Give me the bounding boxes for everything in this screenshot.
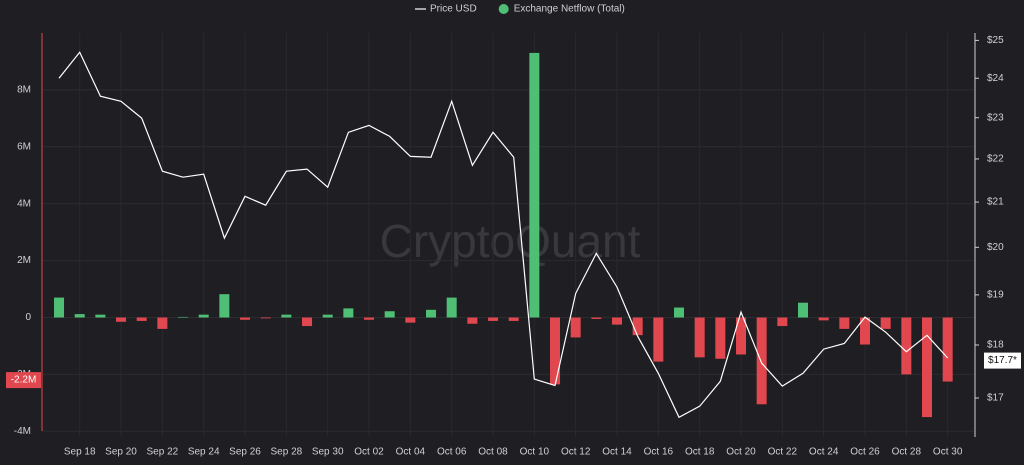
bar (384, 311, 395, 318)
bar (467, 317, 478, 324)
y2-tick-label: $20 (987, 242, 1004, 253)
bar (736, 317, 747, 355)
bar (322, 314, 333, 318)
bar (591, 317, 602, 319)
x-tick-label: Oct 24 (809, 447, 839, 458)
watermark: CryptoQuant (380, 215, 641, 267)
axis-flag-label: $17.7* (988, 355, 1017, 366)
bar (136, 317, 147, 321)
bar (880, 317, 891, 329)
x-tick-label: Oct 18 (685, 447, 715, 458)
x-tick-label: Sep 24 (188, 447, 220, 458)
x-tick-label: Oct 02 (354, 447, 384, 458)
y-tick-label: -4M (14, 426, 31, 437)
x-tick-label: Sep 28 (271, 447, 303, 458)
bar (178, 316, 189, 318)
bar (198, 314, 209, 318)
y2-tick-label: $25 (987, 35, 1004, 46)
bar (550, 317, 561, 385)
bar (777, 317, 788, 327)
x-tick-label: Oct 08 (478, 447, 508, 458)
x-tick-label: Oct 16 (644, 447, 674, 458)
bar (901, 317, 912, 375)
x-tick-label: Oct 14 (602, 447, 632, 458)
bar (364, 317, 375, 320)
bar (281, 314, 292, 318)
x-tick-label: Sep 30 (312, 447, 344, 458)
bar (942, 317, 953, 382)
bar (839, 317, 850, 329)
x-tick-label: Oct 04 (396, 447, 426, 458)
bar (632, 317, 643, 336)
y-tick-label: 6M (17, 141, 31, 152)
bar (653, 317, 664, 362)
x-tick-label: Oct 12 (561, 447, 591, 458)
bar (240, 317, 251, 320)
bar (74, 314, 85, 318)
price-line (58, 51, 949, 419)
bar (508, 317, 519, 321)
bar (674, 307, 685, 318)
y2-tick-label: $24 (987, 73, 1004, 84)
bar (612, 317, 623, 325)
axis-flag (6, 372, 41, 389)
bar (715, 317, 726, 359)
x-tick-label: Oct 26 (850, 447, 880, 458)
y-tick-label: 0 (25, 312, 31, 323)
bar (426, 309, 437, 318)
bar (116, 317, 127, 322)
bar (756, 317, 767, 405)
bar (570, 317, 581, 338)
x-tick-label: Sep 18 (64, 447, 96, 458)
bar (860, 317, 871, 345)
x-tick-label: Oct 22 (768, 447, 798, 458)
legend-icon[interactable] (498, 4, 509, 14)
bar (694, 317, 705, 358)
y2-tick-label: $18 (987, 340, 1004, 351)
bar (157, 317, 168, 329)
bar (446, 297, 457, 318)
bar (54, 297, 65, 318)
y2-tick-label: $22 (987, 154, 1004, 165)
y-tick-label: 2M (17, 255, 31, 266)
y-tick-label: 8M (17, 85, 31, 96)
x-tick-label: Oct 28 (892, 447, 922, 458)
bar (405, 317, 416, 323)
axis-flag-label: -2.2M (11, 375, 37, 386)
y2-tick-label: $19 (987, 290, 1004, 301)
y2-tick-label: $17 (987, 393, 1004, 404)
y2-tick-label: $23 (987, 112, 1004, 123)
bar (302, 317, 313, 327)
x-tick-label: Oct 10 (520, 447, 550, 458)
x-tick-label: Sep 26 (229, 447, 261, 458)
bar (219, 294, 230, 318)
legend-label[interactable]: Price USD (430, 4, 477, 15)
legend-label[interactable]: Exchange Netflow (Total) (514, 4, 625, 15)
bar (529, 52, 540, 318)
bar (818, 317, 829, 321)
bar (922, 317, 933, 418)
bar (95, 314, 106, 318)
x-tick-label: Sep 22 (147, 447, 179, 458)
y2-tick-label: $21 (987, 197, 1004, 208)
axis-flag (984, 352, 1021, 369)
bar (798, 302, 809, 318)
x-tick-label: Sep 20 (105, 447, 137, 458)
x-tick-label: Oct 30 (933, 447, 963, 458)
bar (343, 308, 354, 318)
bar (488, 317, 499, 321)
bar (260, 317, 271, 319)
x-tick-label: Oct 06 (437, 447, 467, 458)
y-tick-label: 4M (17, 198, 31, 209)
x-tick-label: Oct 20 (726, 447, 756, 458)
